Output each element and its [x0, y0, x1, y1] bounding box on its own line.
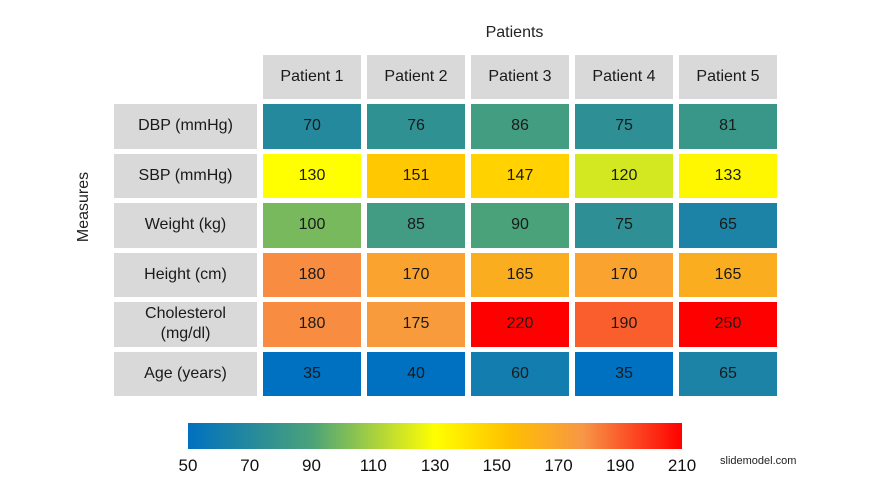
heatmap-cell-weight-kg-patient-2: 85 — [367, 203, 465, 248]
color-scale-bar — [188, 423, 682, 449]
column-header-patient-2: Patient 2 — [367, 55, 465, 99]
scale-tick-label: 190 — [606, 456, 635, 475]
heatmap-cell-height-cm-patient-1: 180 — [263, 252, 361, 297]
heatmap-cell-cholesterol-mg-dl-patient-1: 180 — [263, 302, 361, 347]
scale-tick-label: 50 — [178, 456, 198, 475]
heatmap-cell-height-cm-patient-4: 170 — [575, 252, 673, 297]
grid-corner — [114, 55, 257, 99]
scale-tick-label: 170 — [544, 456, 573, 475]
scale-tick-label: 150 — [482, 456, 511, 475]
heatmap-cell-age-years-patient-2: 40 — [367, 351, 465, 396]
heatmap-cell-cholesterol-mg-dl-patient-2: 175 — [367, 302, 465, 347]
chart-title: Patients — [485, 24, 544, 41]
column-header-patient-4: Patient 4 — [575, 55, 673, 99]
color-scale-ticks: 50 70 90 110 130 150 170 190 210 — [179, 456, 697, 480]
row-header-height-cm: Height (cm) — [114, 252, 257, 297]
heatmap-cell-cholesterol-mg-dl-patient-4: 190 — [575, 302, 673, 347]
heatmap-cell-age-years-patient-5: 65 — [679, 351, 777, 396]
heatmap-cell-dbp-mmhg-patient-3: 86 — [471, 104, 569, 149]
column-header-patient-3: Patient 3 — [471, 55, 569, 99]
heatmap-cell-age-years-patient-1: 35 — [263, 351, 361, 396]
heatmap-cell-dbp-mmhg-patient-5: 81 — [679, 104, 777, 149]
heatmap-cell-cholesterol-mg-dl-patient-5: 250 — [679, 302, 777, 347]
heatmap-cell-sbp-mmhg-patient-3: 147 — [471, 153, 569, 198]
heatmap-cell-age-years-patient-4: 35 — [575, 351, 673, 396]
heatmap-cell-dbp-mmhg-patient-2: 76 — [367, 104, 465, 149]
heatmap-cell-age-years-patient-3: 60 — [471, 351, 569, 396]
heatmap-cell-weight-kg-patient-5: 65 — [679, 203, 777, 248]
heatmap-cell-weight-kg-patient-1: 100 — [263, 203, 361, 248]
heatmap-cell-height-cm-patient-3: 165 — [471, 252, 569, 297]
scale-tick-label: 70 — [240, 456, 260, 475]
row-header-age-years: Age (years) — [114, 351, 257, 396]
row-header-weight-kg: Weight (kg) — [114, 203, 257, 248]
measures-axis-label: Measures — [75, 171, 92, 243]
scale-tick-label: 110 — [359, 456, 387, 475]
heatmap-cell-dbp-mmhg-patient-4: 75 — [575, 104, 673, 149]
heatmap-cell-weight-kg-patient-3: 90 — [471, 203, 569, 248]
row-header-dbp-mmhg: DBP (mmHg) — [114, 104, 257, 149]
heatmap-grid: Patient 1 Patient 2 Patient 3 Patient 4 Pati… — [114, 55, 777, 396]
column-header-patient-5: Patient 5 — [679, 55, 777, 99]
heatmap-cell-sbp-mmhg-patient-2: 151 — [367, 153, 465, 198]
heatmap-cell-sbp-mmhg-patient-4: 120 — [575, 153, 673, 198]
row-header-sbp-mmhg: SBP (mmHg) — [114, 153, 257, 198]
row-header-cholesterol-mg-dl: Cholesterol (mg/dl) — [114, 302, 257, 347]
heatmap-cell-height-cm-patient-2: 170 — [367, 252, 465, 297]
heatmap-cell-sbp-mmhg-patient-5: 133 — [679, 153, 777, 198]
credit-text: slidemodel.com — [720, 455, 797, 467]
heatmap-cell-weight-kg-patient-4: 75 — [575, 203, 673, 248]
heatmap-cell-dbp-mmhg-patient-1: 70 — [263, 104, 361, 149]
heatmap-cell-height-cm-patient-5: 165 — [679, 252, 777, 297]
heatmap-cell-cholesterol-mg-dl-patient-3: 220 — [471, 302, 569, 347]
scale-tick-label: 130 — [420, 456, 450, 475]
heatmap-cell-sbp-mmhg-patient-1: 130 — [263, 153, 361, 198]
column-header-patient-1: Patient 1 — [263, 55, 361, 99]
scale-tick-label: 90 — [302, 456, 321, 475]
scale-tick-label: 210 — [667, 456, 697, 475]
